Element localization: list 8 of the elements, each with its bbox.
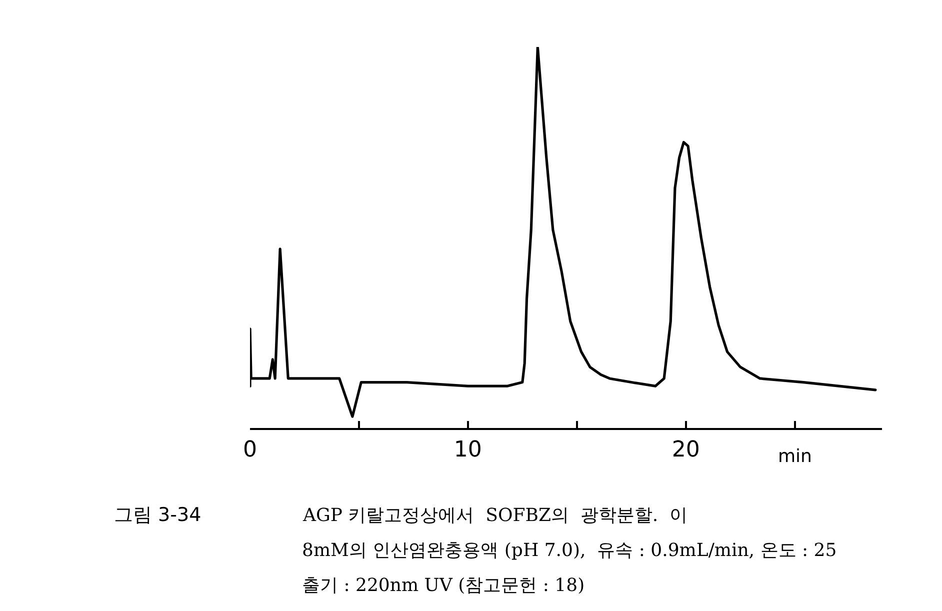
text: AGP 키랄고정상에서 SOFBZ의 광학분할. 이 <box>302 505 688 526</box>
x-tick-label: 10 <box>454 437 482 462</box>
x-axis-title: min <box>778 446 812 467</box>
x-tick-label: 20 <box>672 437 700 462</box>
text: 출기 : 220nm UV (참고문헌 : 18) <box>302 575 585 596</box>
x-tick-label: 0 <box>243 437 257 462</box>
caption: 그림 3-34 <box>114 504 202 526</box>
text: 8mM의 인산염완충용액 (pH 7.0), 유속 : 0.9mL/min, 온도 : 25 <box>302 540 837 561</box>
